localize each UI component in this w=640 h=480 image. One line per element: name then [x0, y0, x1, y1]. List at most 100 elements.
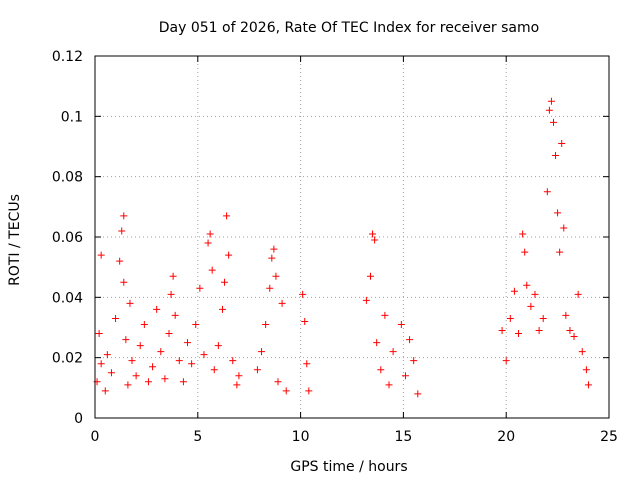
data-point	[103, 351, 111, 359]
data-point	[566, 327, 574, 335]
axis-ticks: 0 5 10 15 20 25 0 0.02 0.04 0.06 0.08 0.1 0.12	[52, 49, 618, 445]
data-point	[549, 118, 557, 126]
data-point	[547, 97, 555, 105]
data-point	[543, 188, 551, 196]
data-point	[558, 139, 566, 147]
x-tick-label: 25	[600, 429, 618, 445]
data-point	[132, 372, 140, 380]
data-point	[270, 245, 278, 253]
data-point	[545, 106, 553, 114]
x-tick-label: 5	[193, 429, 202, 445]
data-point	[410, 357, 418, 365]
data-point	[200, 351, 208, 359]
data-point	[406, 336, 414, 344]
data-point	[149, 363, 157, 371]
data-point	[578, 348, 586, 356]
data-point	[554, 209, 562, 217]
data-point	[95, 330, 103, 338]
data-point	[157, 348, 165, 356]
data-point	[204, 239, 212, 247]
y-axis-label: ROTI / TECUs	[7, 194, 23, 286]
y-tick-label: 0.08	[52, 170, 83, 186]
data-point	[161, 375, 169, 383]
data-point	[223, 212, 231, 220]
data-point	[140, 320, 148, 328]
data-point	[175, 357, 183, 365]
data-point	[167, 290, 175, 298]
data-point	[225, 251, 233, 259]
data-point	[535, 327, 543, 335]
data-point	[560, 224, 568, 232]
data-point	[562, 311, 570, 319]
data-point	[208, 266, 216, 274]
data-point	[188, 360, 196, 368]
x-tick-label: 15	[394, 429, 412, 445]
data-point	[385, 381, 393, 389]
data-point	[303, 360, 311, 368]
data-point	[381, 311, 389, 319]
y-tick-label: 0.02	[52, 351, 83, 367]
data-point	[97, 360, 105, 368]
y-tick-label: 0.06	[52, 230, 83, 246]
data-point	[266, 284, 274, 292]
data-point	[389, 348, 397, 356]
data-point	[128, 357, 136, 365]
data-point	[206, 230, 214, 238]
data-point	[506, 314, 514, 322]
data-point	[510, 287, 518, 295]
data-point	[171, 311, 179, 319]
data-point	[570, 333, 578, 341]
data-point	[274, 378, 282, 386]
x-tick-label: 0	[91, 429, 100, 445]
data-point	[584, 381, 592, 389]
data-point	[184, 339, 192, 347]
data-point	[527, 302, 535, 310]
data-point	[498, 327, 506, 335]
data-point	[574, 290, 582, 298]
data-point	[556, 248, 564, 256]
data-point	[373, 339, 381, 347]
data-point	[126, 299, 134, 307]
data-point	[97, 251, 105, 259]
data-point	[233, 381, 241, 389]
data-point	[124, 381, 132, 389]
data-point	[523, 281, 531, 289]
data-points	[93, 97, 592, 398]
data-point	[377, 366, 385, 374]
data-point	[122, 336, 130, 344]
data-point	[268, 254, 276, 262]
y-tick-label: 0.1	[61, 109, 83, 125]
data-point	[282, 387, 290, 395]
data-point	[153, 305, 161, 313]
data-point	[519, 230, 527, 238]
x-axis-label: GPS time / hours	[290, 459, 407, 475]
data-point	[515, 330, 523, 338]
x-tick-label: 20	[497, 429, 515, 445]
x-tick-label: 10	[292, 429, 310, 445]
y-tick-label: 0.12	[52, 49, 83, 65]
data-point	[299, 290, 307, 298]
data-point	[401, 372, 409, 380]
data-point	[116, 257, 124, 265]
data-point	[397, 320, 405, 328]
data-point	[210, 366, 218, 374]
data-point	[169, 272, 177, 280]
data-point	[582, 366, 590, 374]
data-point	[371, 236, 379, 244]
data-point	[362, 296, 370, 304]
data-point	[552, 152, 560, 160]
data-point	[272, 272, 280, 280]
y-tick-label: 0	[74, 411, 83, 427]
data-point	[214, 342, 222, 350]
data-point	[521, 248, 529, 256]
data-point	[367, 272, 375, 280]
data-point	[369, 230, 377, 238]
data-point	[305, 387, 313, 395]
data-point	[502, 357, 510, 365]
data-point	[118, 227, 126, 235]
data-point	[120, 278, 128, 286]
data-point	[112, 314, 120, 322]
data-point	[301, 317, 309, 325]
data-point	[192, 320, 200, 328]
